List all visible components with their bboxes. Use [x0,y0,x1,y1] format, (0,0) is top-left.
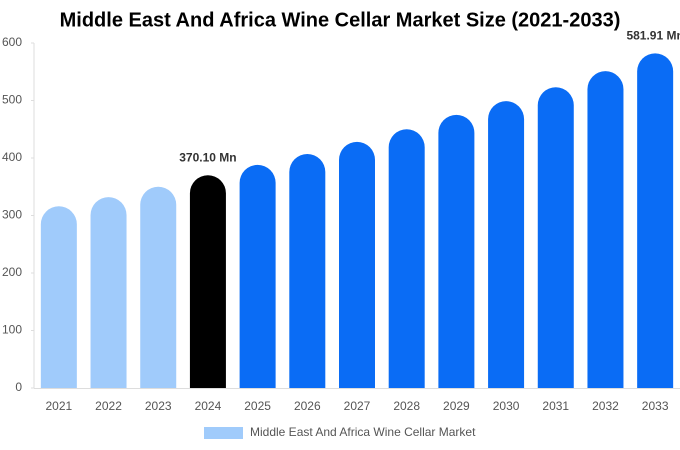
x-tick-label: 2028 [393,399,420,413]
bar [637,53,674,389]
bar [587,71,624,389]
x-tick-label: 2029 [443,399,470,413]
bar [189,175,226,388]
bar [488,101,525,388]
y-tick-label: 500 [2,93,22,107]
y-tick-label: 600 [2,35,22,49]
bar [339,141,375,388]
bar [537,87,574,389]
x-tick-label: 2025 [244,399,271,413]
y-tick-label: 200 [2,265,22,279]
y-tick-label: 300 [2,208,22,222]
x-tick-label: 2023 [145,399,172,413]
x-tick-label: 2030 [493,399,520,413]
legend-swatch [204,427,243,439]
x-tick-label: 2024 [195,399,222,413]
value-label: 370.10 Mn [179,150,236,164]
bar [239,164,276,388]
bar [289,153,326,388]
y-tick-label: 400 [2,150,22,164]
bar [90,197,127,388]
bar [388,129,425,388]
x-tick-label: 2026 [294,399,321,413]
x-tick-label: 2033 [642,399,669,413]
x-tick-label: 2031 [542,399,569,413]
chart-title: Middle East And Africa Wine Cellar Marke… [60,9,621,31]
legend-label: Middle East And Africa Wine Cellar Marke… [250,425,476,439]
bar [40,206,77,388]
y-tick-label: 0 [15,380,22,394]
y-tick-label: 100 [2,323,22,337]
x-tick-label: 2027 [344,399,371,413]
bar [140,186,177,388]
x-tick-label: 2022 [95,399,122,413]
value-label: 581.91 Mn [626,29,680,43]
x-tick-label: 2032 [592,399,619,413]
x-tick-label: 2021 [45,399,72,413]
bar [438,114,475,388]
